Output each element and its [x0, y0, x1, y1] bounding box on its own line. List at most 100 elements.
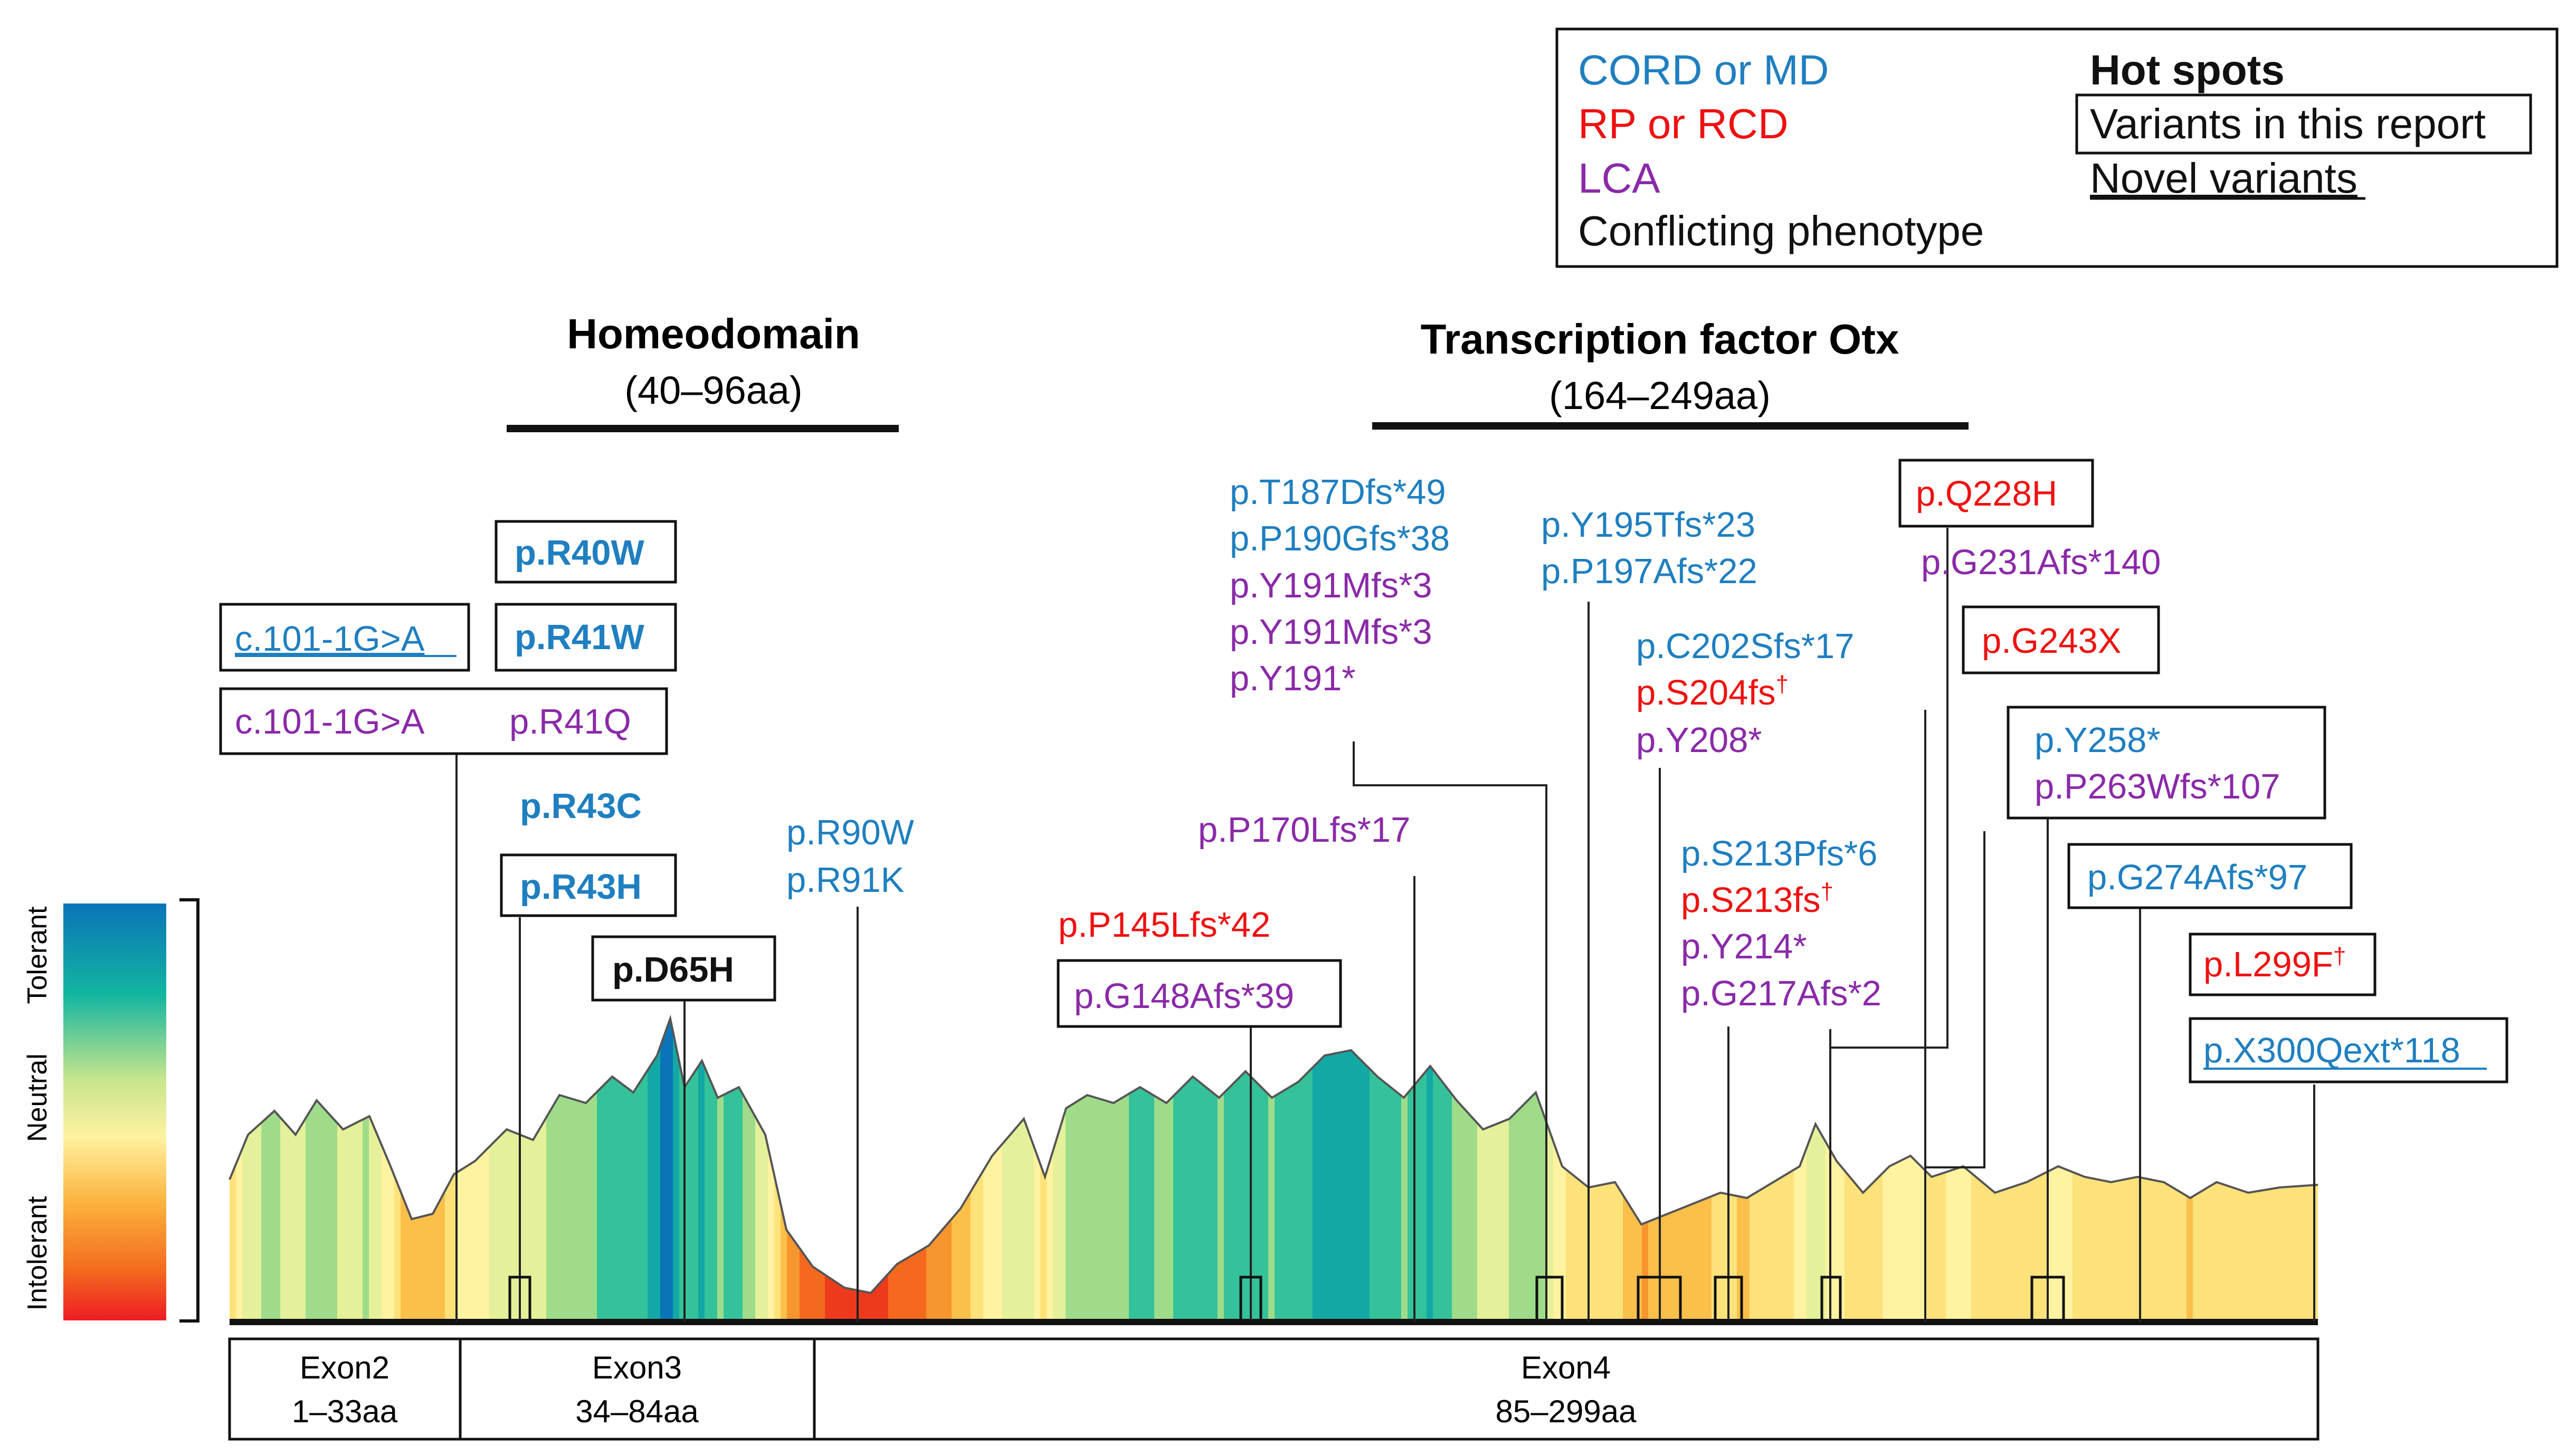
variant-label: p.Q228H	[1916, 474, 2057, 513]
profile-stripe	[1294, 1019, 1300, 1322]
profile-stripe	[1566, 1019, 1573, 1322]
variant-label: p.R41Q	[509, 702, 631, 741]
legend: CORD or MD RP or RCD LCA Conflicting phe…	[1555, 27, 2559, 268]
profile-stripe	[230, 1019, 236, 1322]
profile-stripe	[1965, 1019, 1972, 1322]
profile-stripe	[1788, 1019, 1794, 1322]
profile-stripe	[1237, 1019, 1243, 1322]
profile-stripe	[1572, 1019, 1579, 1322]
profile-stripe	[477, 1019, 483, 1322]
variant-label: p.G243X	[1982, 621, 2121, 661]
profile-stripe	[1199, 1019, 1205, 1322]
profile-stripe	[2104, 1019, 2111, 1322]
profile-stripe	[464, 1019, 471, 1322]
profile-stripe	[2092, 1019, 2098, 1322]
profile-stripe	[793, 1019, 800, 1322]
domain-homeodomain: Homeodomain (40–96aa)	[507, 310, 899, 432]
variant-label: p.G217Afs*2	[1681, 974, 1881, 1013]
profile-stripe	[743, 1019, 749, 1322]
profile-stripe	[1002, 1019, 1009, 1322]
profile-stripe	[337, 1019, 344, 1322]
profile-stripe	[242, 1019, 249, 1322]
profile-stripe	[508, 1019, 515, 1322]
hot-spot-marker	[1239, 1276, 1262, 1324]
exon-range: 85–299aa	[1496, 1394, 1637, 1429]
profile-stripe	[831, 1019, 838, 1322]
profile-stripe	[363, 1019, 369, 1322]
profile-stripe	[350, 1019, 357, 1322]
profile-stripe	[844, 1019, 851, 1322]
profile-stripe	[483, 1019, 490, 1322]
profile-stripe	[1230, 1019, 1237, 1322]
profile-stripe	[1021, 1019, 1028, 1322]
profile-stripe	[1382, 1019, 1389, 1322]
profile-stripe	[901, 1019, 908, 1322]
variant-label: p.S213fs†	[1681, 879, 1833, 920]
profile-stripe	[401, 1019, 407, 1322]
profile-stripe	[413, 1019, 420, 1322]
profile-stripe	[2022, 1019, 2029, 1322]
profile-stripe	[1325, 1019, 1332, 1322]
profile-stripe	[1154, 1019, 1161, 1322]
legend-lca: LCA	[1578, 155, 1660, 202]
profile-stripe	[755, 1019, 762, 1322]
exon-range: 34–84aa	[575, 1394, 699, 1429]
profile-stripe	[261, 1019, 268, 1322]
profile-outline	[229, 1014, 2318, 1295]
profile-stripe	[2073, 1019, 2079, 1322]
profile-stripe	[2098, 1019, 2105, 1322]
profile-stripe	[964, 1019, 971, 1322]
exon-name: Exon2	[300, 1350, 389, 1385]
profile-stripe	[1509, 1019, 1516, 1322]
profile-stripe	[2066, 1019, 2073, 1322]
profile-stripe	[280, 1019, 287, 1322]
profile-stripe	[420, 1019, 426, 1322]
variant-label: p.P190Gfs*38	[1230, 519, 1450, 558]
profile-stripe	[686, 1019, 692, 1322]
profile-stripe	[1496, 1019, 1503, 1322]
profile-stripe	[1515, 1019, 1522, 1322]
profile-stripe	[914, 1019, 920, 1322]
variant-boxes	[219, 459, 2508, 1083]
profile-stripe	[724, 1019, 730, 1322]
hot-spot-marker	[1714, 1276, 1743, 1324]
profile-stripe	[1826, 1019, 1832, 1322]
tolerance-profile	[229, 1014, 2318, 1322]
dagger-mark: †	[1820, 879, 1833, 905]
profile-stripe	[356, 1019, 363, 1322]
profile-stripe	[1718, 1019, 1725, 1322]
legend-rp-rcd: RP or RCD	[1578, 100, 1789, 147]
profile-stripe	[1389, 1019, 1395, 1322]
legend-report-box	[2075, 93, 2532, 155]
profile-stripe	[1648, 1019, 1655, 1322]
profile-stripe	[1300, 1019, 1307, 1322]
hot-spot-marker	[2030, 1276, 2065, 1324]
variant-label: p.T187Dfs*49	[1230, 472, 1446, 512]
profile-stripe	[1268, 1019, 1275, 1322]
profile-stripe	[1750, 1019, 1756, 1322]
profile-stripe	[1579, 1019, 1585, 1322]
profile-stripe	[1446, 1019, 1452, 1322]
profile-stripe	[1667, 1019, 1674, 1322]
profile-stripe	[1952, 1019, 1959, 1322]
profile-stripe	[1123, 1019, 1129, 1322]
profile-stripe	[996, 1019, 1003, 1322]
variant-label: p.Y258*	[2035, 720, 2160, 760]
profile-stripe	[1357, 1019, 1364, 1322]
profile-stripe	[540, 1019, 547, 1322]
variant-label: p.P197Afs*22	[1541, 551, 1757, 591]
profile-stripe	[863, 1019, 870, 1322]
profile-stripe	[648, 1019, 654, 1322]
profile-stripe	[736, 1019, 743, 1322]
profile-stripe	[1370, 1019, 1376, 1322]
profile-stripe	[546, 1019, 553, 1322]
profile-stripe	[1319, 1019, 1326, 1322]
profile-stripe	[749, 1019, 756, 1322]
profile-stripe	[1167, 1019, 1174, 1322]
profile-stripe	[812, 1019, 819, 1322]
profile-stripe	[1218, 1019, 1224, 1322]
profile-stripe	[692, 1019, 699, 1322]
profile-stripe	[1756, 1019, 1763, 1322]
profile-stripe	[1807, 1019, 1813, 1322]
